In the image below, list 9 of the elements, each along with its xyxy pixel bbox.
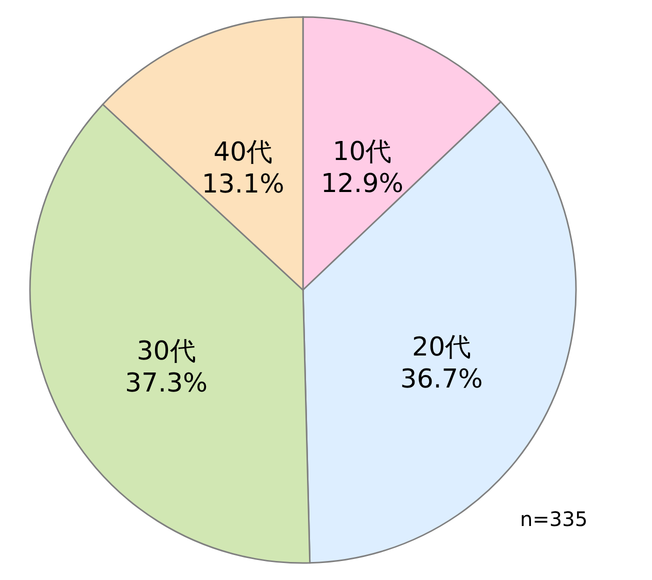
data-label: 13.1% [202, 170, 284, 200]
slice-label: 20代 [412, 332, 472, 362]
data-label: 36.7% [400, 364, 483, 394]
text: n=335 [520, 507, 588, 531]
data-label: 12.9% [320, 169, 404, 200]
data-label: 37.3% [124, 368, 208, 399]
slice-label: 30代 [136, 336, 196, 367]
slice-label: 10代 [332, 137, 392, 168]
slice-label: 40代 [213, 138, 273, 168]
